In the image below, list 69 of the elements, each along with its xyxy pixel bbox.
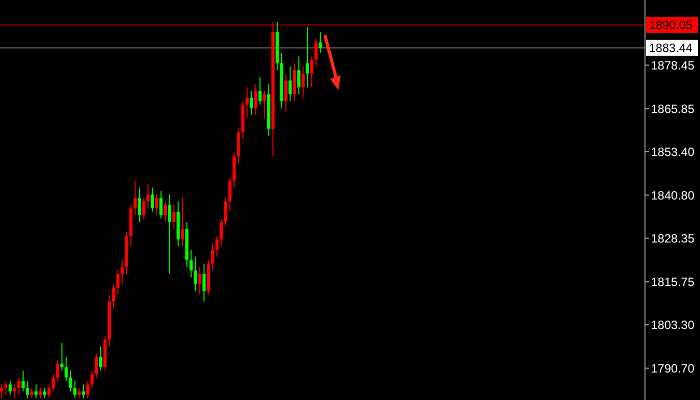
candlestick: [38, 387, 42, 399]
candlestick: [94, 352, 98, 378]
y-tick-label: 1790.70: [651, 361, 695, 376]
candlestick: [215, 235, 219, 258]
candlestick: [250, 90, 254, 116]
y-tick-label: 1865.85: [651, 102, 695, 116]
candlestick: [43, 387, 46, 399]
candlestick: [17, 377, 20, 396]
candlestick: [180, 197, 184, 247]
candlestick: [155, 194, 158, 216]
candlestick: [12, 384, 16, 399]
candlestick: [168, 194, 172, 274]
candlestick: [34, 384, 38, 399]
candlestick: [86, 380, 90, 399]
candlestick: [297, 56, 300, 95]
candlestick: [202, 263, 206, 302]
y-tick-label: 1815.75: [651, 274, 695, 289]
candlestick: [150, 187, 154, 212]
y-tick-label: 1878.45: [651, 58, 695, 72]
candlestick: [8, 380, 12, 396]
candlestick: [138, 187, 142, 223]
candlestick: [26, 380, 30, 399]
candlestick: [47, 384, 51, 399]
candlestick: [134, 180, 137, 216]
candlestick: [164, 200, 167, 223]
candlestick: [73, 380, 76, 399]
candlestick: [30, 387, 34, 399]
candlestick: [190, 249, 193, 278]
candlestick: [262, 90, 266, 119]
candlestick: [116, 270, 120, 296]
candlestick: [52, 374, 55, 392]
candlestick: [112, 284, 116, 309]
candlestick: [284, 73, 288, 112]
candlestick: [68, 370, 72, 392]
candlestick: [22, 370, 25, 392]
candlestick: [82, 384, 86, 399]
candlestick: [146, 184, 150, 209]
candlestick: [194, 256, 198, 292]
y-tick-label: 1803.30: [651, 318, 695, 332]
candlestick: [142, 197, 146, 220]
candlestick: [0, 384, 4, 399]
candlestick: [228, 176, 232, 212]
ref-line-label: 1883.44: [649, 41, 693, 56]
candlestick: [224, 197, 228, 226]
candlestick: [288, 66, 292, 102]
y-tick-label: 1828.35: [651, 231, 695, 246]
y-tick-label: 1840.80: [651, 188, 695, 202]
candlestick: [99, 346, 102, 372]
candlestick: [306, 26, 310, 88]
candlestick: [4, 380, 8, 396]
candlestick: [220, 218, 223, 247]
candlestick: [120, 260, 124, 285]
candlestick: [159, 190, 163, 220]
candlestick: [211, 242, 214, 271]
ref-line-label: 1890.05: [649, 18, 693, 32]
candlestick: [314, 38, 318, 68]
candlestick: [172, 204, 176, 230]
candlestick: [64, 356, 68, 382]
candlestick: [258, 76, 262, 106]
candlestick: [302, 66, 305, 98]
candlestick: [198, 266, 202, 296]
candlestick: [310, 56, 314, 88]
candlestick: [78, 387, 81, 399]
candlestick: [318, 32, 322, 54]
candlestick: [90, 370, 94, 388]
y-tick-label: 1853.40: [651, 144, 695, 159]
candlestick: [254, 83, 258, 116]
candlestick: [56, 360, 60, 382]
candlestick: [60, 342, 64, 372]
